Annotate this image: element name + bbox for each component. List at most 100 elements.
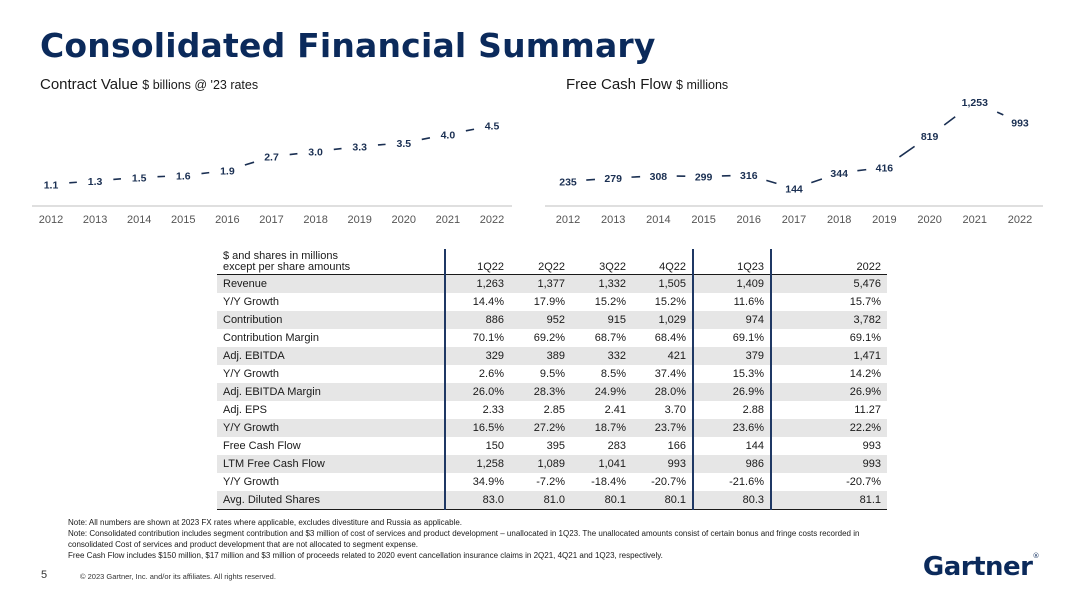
data-label: 993 bbox=[1011, 117, 1029, 129]
table-cell: 993 bbox=[632, 455, 694, 473]
table-cell: 83.0 bbox=[445, 491, 510, 510]
table-cell: 993 bbox=[862, 440, 881, 452]
contract-value-unit: $ billions @ '23 rates bbox=[142, 78, 259, 92]
table-cell: 1,409 bbox=[693, 274, 772, 293]
series-line-segment bbox=[898, 145, 916, 158]
x-tick-label: 2015 bbox=[171, 214, 195, 226]
table-row: Y/Y Growth 14.4% 17.9% 15.2% 15.2% 11.6% 15.7% bbox=[217, 293, 887, 311]
data-label: 316 bbox=[740, 170, 758, 182]
x-tick-label: 2012 bbox=[556, 214, 580, 226]
table-row: Adj. EBITDA 329 389 332 421 379 1,471 bbox=[217, 347, 887, 365]
table-cell: 395 bbox=[546, 440, 565, 452]
x-tick-label: 2019 bbox=[872, 214, 896, 226]
footnote: Note: Consolidated contribution includes… bbox=[68, 529, 860, 538]
table-cell: 28.0% bbox=[632, 383, 694, 401]
table-header-line2: except per share amounts bbox=[223, 261, 351, 273]
table-cell: 27.2% bbox=[510, 419, 571, 437]
x-tick-label: 2020 bbox=[917, 214, 941, 226]
table-cell: 3.70 bbox=[632, 401, 694, 419]
data-label: 1.6 bbox=[176, 171, 191, 183]
column-header: 1Q23 bbox=[693, 249, 772, 275]
table-cell: 15.2% bbox=[632, 293, 694, 311]
table-cell: 986 bbox=[693, 455, 772, 473]
column-header: 4Q22 bbox=[632, 249, 694, 275]
table-body: Revenue 1,263 1,377 1,332 1,505 1,409 5,476 Y/Y… bbox=[217, 274, 887, 510]
contract-value-title: Contract Value bbox=[40, 76, 139, 93]
table-cell: 2.6% bbox=[478, 368, 504, 380]
x-tick-label: 2017 bbox=[259, 214, 283, 226]
financial-summary-table: $ and shares in millions except per shar… bbox=[217, 249, 887, 510]
table-cell: 1,332 bbox=[571, 274, 632, 293]
x-tick-label: 2015 bbox=[691, 214, 715, 226]
table-cell: 915 bbox=[571, 311, 632, 329]
series-line-segment bbox=[857, 168, 867, 172]
row-label: Y/Y Growth bbox=[217, 365, 446, 383]
table-row: Y/Y Growth 2.6% 9.5% 8.5% 37.4% 15.3% 14.2% bbox=[217, 365, 887, 383]
table-cell: 1,263 bbox=[445, 274, 510, 293]
table-cell: 11.6% bbox=[693, 293, 772, 311]
data-label: 1.5 bbox=[132, 172, 147, 184]
table-cell: 150 bbox=[485, 440, 504, 452]
table-cell: 70.1% bbox=[472, 332, 504, 344]
series-line-segment bbox=[586, 178, 596, 181]
table-cell: 1,377 bbox=[510, 274, 571, 293]
x-tick-label: 2013 bbox=[601, 214, 625, 226]
series-line-segment bbox=[377, 143, 386, 146]
data-label: 144 bbox=[785, 184, 803, 196]
series-line-segment bbox=[113, 178, 122, 181]
series-line-segment bbox=[201, 171, 210, 175]
table-cell: 81.0 bbox=[510, 491, 571, 510]
table-cell: 1,505 bbox=[632, 274, 694, 293]
x-tick-label: 2014 bbox=[127, 214, 151, 226]
table-cell: 332 bbox=[571, 347, 632, 365]
data-label: 1.9 bbox=[220, 166, 235, 178]
table-cell: 34.9% bbox=[472, 476, 504, 488]
column-header: 2022 bbox=[771, 249, 887, 275]
free-cash-flow-title: Free Cash Flow bbox=[566, 76, 672, 93]
free-cash-flow-chart: 235 279 308 299 316 144 344 416 819 1,253 993 2012 2… bbox=[545, 97, 1043, 226]
page-number: 5 bbox=[41, 569, 48, 581]
row-label: LTM Free Cash Flow bbox=[217, 455, 446, 473]
table-cell: 26.0% bbox=[445, 383, 510, 401]
table-cell: 26.9% bbox=[693, 383, 772, 401]
table-cell: 15.2% bbox=[594, 296, 626, 308]
column-header: 2Q22 bbox=[510, 249, 571, 275]
series-line-segment bbox=[289, 152, 298, 156]
copyright-notice: © 2023 Gartner, Inc. and/or its affiliat… bbox=[80, 572, 276, 581]
x-tick-label: 2021 bbox=[436, 214, 460, 226]
x-tick-label: 2020 bbox=[392, 214, 416, 226]
data-label: 416 bbox=[876, 162, 894, 174]
table-header-label: $ and shares in millions except per shar… bbox=[217, 249, 446, 275]
table-cell: 24.9% bbox=[571, 383, 632, 401]
footnotes: Note: All numbers are shown at 2023 FX r… bbox=[68, 517, 1028, 561]
series-line-segment bbox=[333, 147, 342, 151]
table-cell: 1,471 bbox=[771, 347, 887, 365]
table-cell: 1,089 bbox=[510, 455, 571, 473]
table-cell: 8.5% bbox=[600, 368, 626, 380]
table-cell: 2.41 bbox=[604, 404, 626, 416]
table-cell: 22.2% bbox=[771, 419, 887, 437]
table-cell: 37.4% bbox=[632, 365, 694, 383]
table-row: LTM Free Cash Flow 1,258 1,089 1,041 993 986 9… bbox=[217, 455, 887, 473]
table-cell: 166 bbox=[632, 437, 694, 455]
series-line-segment bbox=[996, 111, 1004, 116]
table-cell: -7.2% bbox=[536, 476, 565, 488]
table-cell: -18.4% bbox=[591, 476, 626, 488]
data-label: 2.7 bbox=[264, 152, 279, 164]
table-cell: 69.2% bbox=[533, 332, 565, 344]
x-tick-label: 2017 bbox=[782, 214, 806, 226]
table-cell: 80.1 bbox=[571, 491, 632, 510]
table-cell: 80.1 bbox=[632, 491, 694, 510]
table-cell: 2.85 bbox=[543, 404, 565, 416]
data-label: 1,253 bbox=[962, 97, 988, 109]
table-cell: 18.7% bbox=[571, 419, 632, 437]
gartner-logo: Gartner® bbox=[923, 552, 1040, 582]
table-cell: 80.3 bbox=[693, 491, 772, 510]
row-label: Y/Y Growth bbox=[217, 473, 446, 491]
x-tick-label: 2016 bbox=[737, 214, 761, 226]
x-tick-label: 2013 bbox=[83, 214, 107, 226]
column-header: 3Q22 bbox=[571, 249, 632, 275]
table-row: Revenue 1,263 1,377 1,332 1,505 1,409 5,476 bbox=[217, 274, 887, 293]
series-line-segment bbox=[943, 116, 956, 126]
row-label: Adj. EBITDA Margin bbox=[217, 383, 446, 401]
